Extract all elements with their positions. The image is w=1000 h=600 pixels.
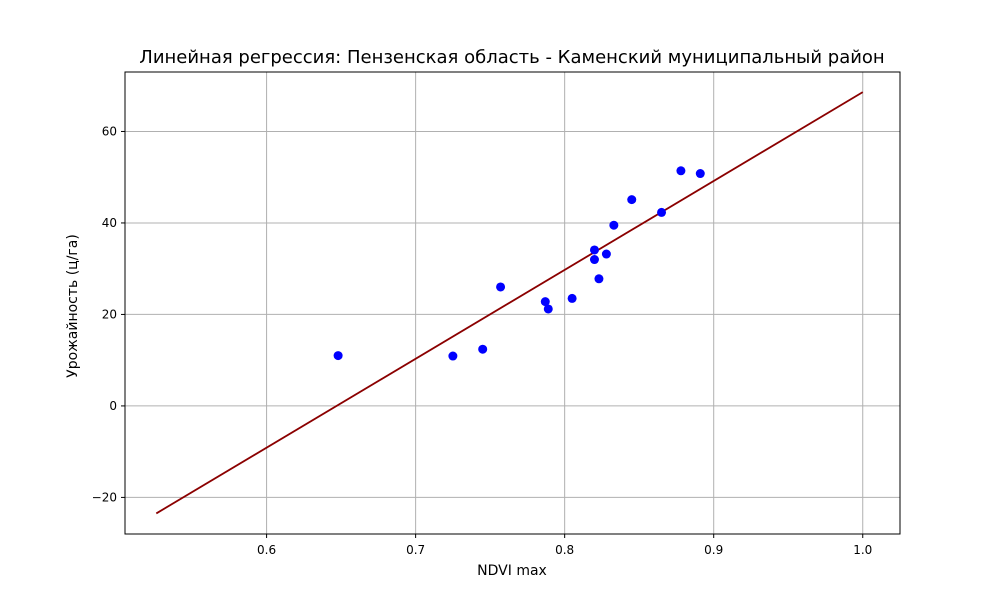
grid [125,72,900,534]
chart-title: Линейная регрессия: Пензенская область -… [139,47,884,68]
scatter-point [601,249,611,259]
x-axis-label: NDVI max [477,563,547,579]
scatter-point [543,304,553,314]
scatter-point [567,293,577,303]
scatter-point [657,207,667,217]
x-tick-label: 0.6 [257,543,276,557]
y-tick-label: 60 [102,124,117,138]
scatter-point [333,351,343,361]
y-tick-label: 40 [102,216,117,230]
scatter-point [540,297,550,307]
scatter-point [609,220,619,230]
regression-line [155,91,864,515]
y-tick-label: 20 [102,307,117,321]
data-marks [155,91,864,515]
scatter-point [627,195,637,205]
x-tick-label: 0.7 [406,543,425,557]
scatter-point [589,245,599,255]
y-tick-label: 0 [109,399,117,413]
scatter-point [676,166,686,176]
scatter-point [496,282,506,292]
y-tick-label: −20 [92,490,117,504]
scatter-point [589,255,599,265]
plot-area-frame [124,71,901,535]
scatter-point [478,344,488,354]
y-axis-label: Урожайность (ц/га) [65,234,81,378]
scatter-point [448,351,458,361]
x-tick-label: 0.9 [704,543,723,557]
scatter-point [594,274,604,284]
x-tick-label: 0.8 [555,543,574,557]
ticks: 0.6 0.7 0.8 0.9 1.0 −20 0 20 40 60 [92,124,873,557]
scatter-point [695,169,705,179]
x-tick-label: 1.0 [853,543,872,557]
